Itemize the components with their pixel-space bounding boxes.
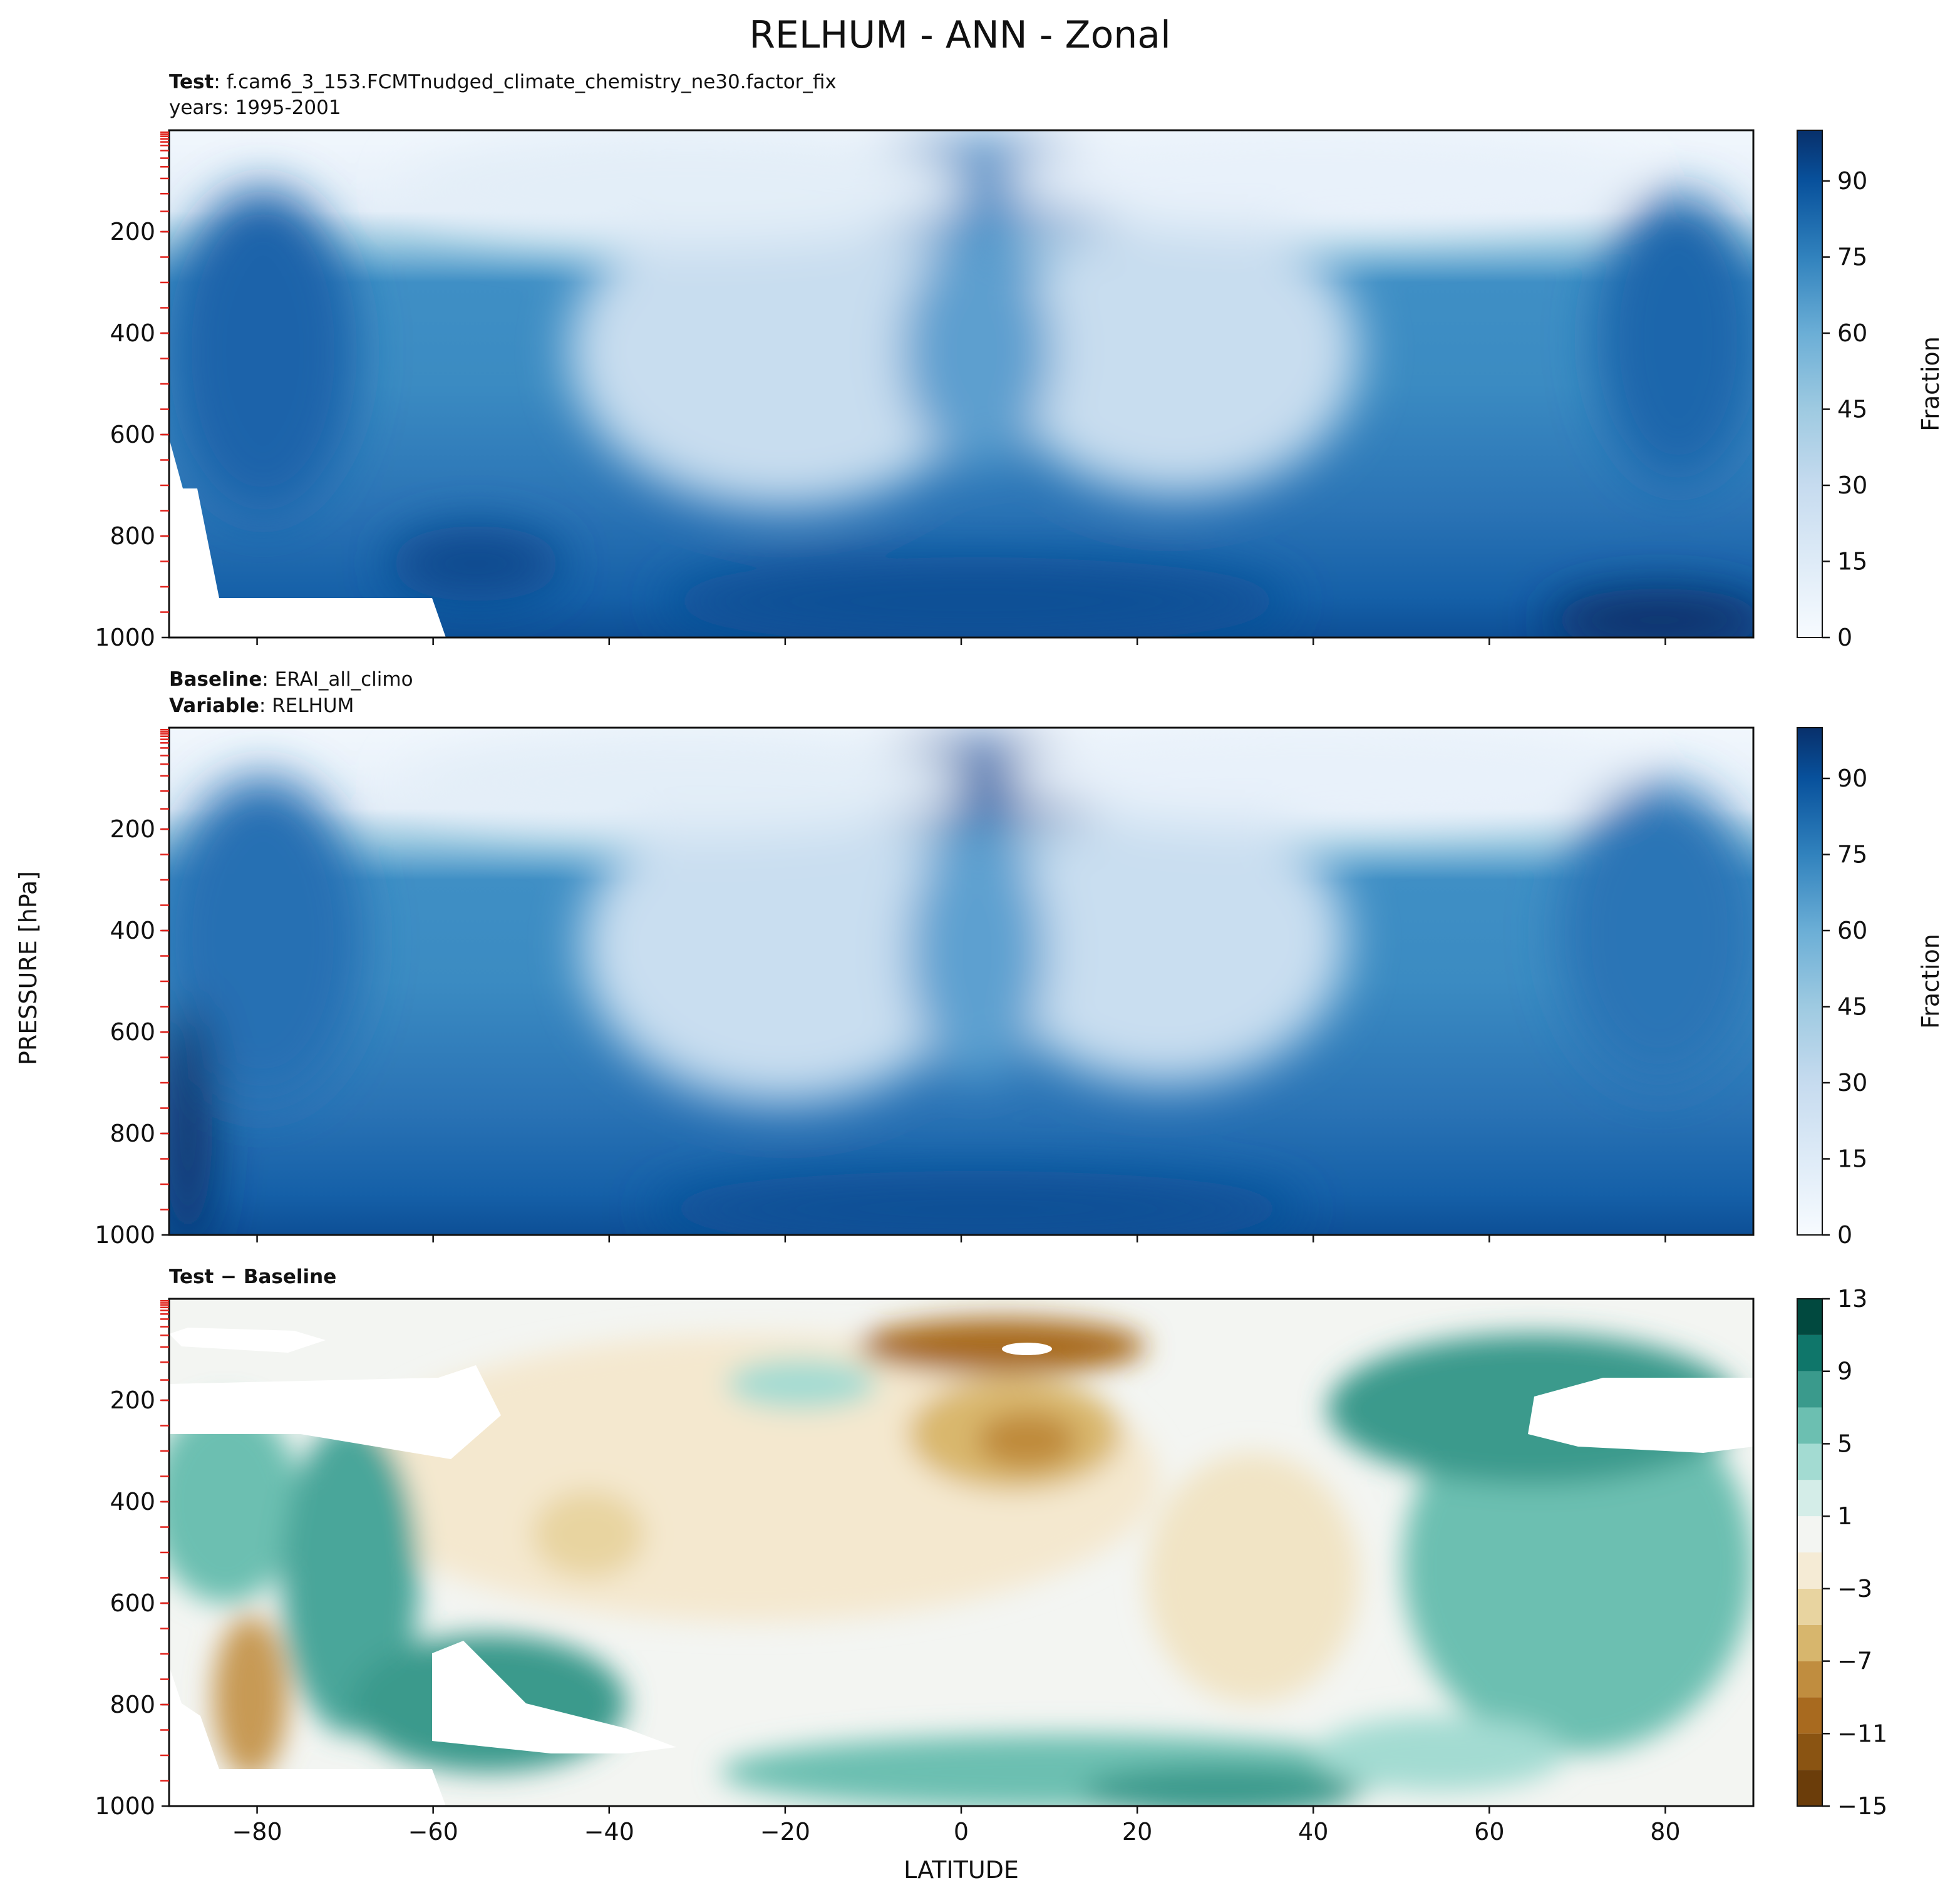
difference-header: Test − Baseline bbox=[169, 1266, 336, 1288]
panel-baseline: Baseline: ERAI_all_climo Variable: RELHU… bbox=[95, 668, 1944, 1249]
colorbar-tick-label: 15 bbox=[1837, 548, 1867, 576]
difference-colorbar-level bbox=[1797, 1770, 1822, 1806]
difference-colorbar-level bbox=[1797, 1371, 1822, 1408]
baseline-variable-label: Variable bbox=[169, 694, 259, 717]
difference-colorbar-tick-label: −7 bbox=[1837, 1648, 1872, 1675]
difference-y-tick-label: 400 bbox=[110, 1488, 155, 1515]
difference-colorbar-level bbox=[1797, 1407, 1822, 1444]
colorbar-tick-label: 60 bbox=[1837, 917, 1867, 944]
test-header-line1: Test: f.cam6_3_153.FCMTnudged_climate_ch… bbox=[169, 71, 837, 93]
difference-axis-ticks: −80 −60 −40 −20 0 20 40 60 80 200 400 600 800 1000 bbox=[95, 1299, 1681, 1846]
test-colorbar-gradient bbox=[1797, 130, 1823, 638]
test-colorbar: 0 15 30 45 60 75 90 Fraction bbox=[1797, 130, 1944, 651]
difference-colorbar-tick-label: 13 bbox=[1837, 1285, 1867, 1313]
difference-colorbar-level bbox=[1797, 1588, 1822, 1625]
difference-colorbar-tick-label: −15 bbox=[1837, 1792, 1887, 1820]
baseline-contour-field bbox=[169, 728, 1753, 1235]
difference-y-tick-label: 200 bbox=[110, 1386, 155, 1414]
difference-x-tick-label: −80 bbox=[232, 1818, 282, 1846]
difference-x-tick-label: 80 bbox=[1650, 1818, 1680, 1846]
test-header-case: : f.cam6_3_153.FCMTnudged_climate_chemis… bbox=[214, 71, 836, 93]
difference-colorbar-level bbox=[1797, 1661, 1822, 1698]
difference-y-tick-label: 600 bbox=[110, 1589, 155, 1617]
difference-colorbar-level bbox=[1797, 1697, 1822, 1734]
difference-colorbar-level bbox=[1797, 1443, 1822, 1480]
colorbar-tick-label: 90 bbox=[1837, 167, 1867, 195]
test-y-tick-label: 800 bbox=[110, 522, 155, 550]
difference-colorbar-level bbox=[1797, 1516, 1822, 1552]
test-y-tick-label: 600 bbox=[110, 421, 155, 448]
baseline-axis-ticks: 200 400 600 800 1000 bbox=[95, 728, 1666, 1249]
colorbar-tick-label: 75 bbox=[1837, 841, 1867, 869]
baseline-colorbar-label: Fraction bbox=[1917, 934, 1944, 1029]
difference-colorbar-level bbox=[1797, 1624, 1822, 1661]
difference-colorbar-frame bbox=[1797, 1298, 1823, 1807]
test-colorbar-label: Fraction bbox=[1917, 336, 1944, 431]
difference-colorbar-level bbox=[1797, 1299, 1822, 1335]
colorbar-tick-label: 45 bbox=[1837, 993, 1867, 1021]
colorbar-tick-label: 15 bbox=[1837, 1145, 1867, 1173]
baseline-y-tick-label: 1000 bbox=[95, 1221, 155, 1249]
difference-colorbar-tick-label: −3 bbox=[1837, 1575, 1872, 1603]
baseline-colorbar: 0 15 30 45 60 75 90 Fraction bbox=[1797, 727, 1944, 1249]
difference-x-tick-label: 0 bbox=[954, 1818, 969, 1846]
test-y-tick-label: 1000 bbox=[95, 624, 155, 651]
difference-colorbar-levels bbox=[1797, 1299, 1822, 1806]
difference-x-tick-label: −20 bbox=[760, 1818, 810, 1846]
colorbar-tick-label: 60 bbox=[1837, 319, 1867, 347]
panel-difference: Test − Baseline bbox=[95, 1266, 1887, 1846]
difference-x-tick-label: 40 bbox=[1298, 1818, 1328, 1846]
test-contour-field bbox=[169, 130, 1753, 638]
colorbar-tick-label: 45 bbox=[1837, 396, 1867, 423]
difference-colorbar: −15 −11 −7 −3 1 5 9 13 bbox=[1797, 1285, 1887, 1820]
baseline-header-line2: Variable: RELHUM bbox=[169, 694, 354, 717]
difference-colorbar-tick-label: 1 bbox=[1837, 1502, 1852, 1530]
baseline-colorbar-gradient bbox=[1797, 727, 1823, 1236]
difference-colorbar-level bbox=[1797, 1335, 1822, 1371]
baseline-y-tick-label: 600 bbox=[110, 1018, 155, 1046]
baseline-y-tick-label: 200 bbox=[110, 815, 155, 843]
baseline-header-label: Baseline bbox=[169, 668, 262, 691]
difference-x-tick-label: −40 bbox=[584, 1818, 634, 1846]
baseline-y-tick-label: 400 bbox=[110, 917, 155, 944]
difference-y-tick-label: 1000 bbox=[95, 1792, 155, 1820]
colorbar-tick-label: 0 bbox=[1837, 1221, 1852, 1249]
y-axis-label: PRESSURE [hPa] bbox=[14, 871, 42, 1065]
x-axis-label: LATITUDE bbox=[904, 1856, 1019, 1884]
baseline-y-tick-label: 800 bbox=[110, 1120, 155, 1147]
test-header-years: years: 1995-2001 bbox=[169, 96, 341, 119]
colorbar-tick-label: 30 bbox=[1837, 472, 1867, 499]
baseline-variable-name: : RELHUM bbox=[259, 694, 354, 717]
difference-contour-field bbox=[169, 1299, 1753, 1806]
test-y-tick-label: 200 bbox=[110, 218, 155, 245]
baseline-header-dataset: : ERAI_all_climo bbox=[262, 668, 413, 691]
difference-colorbar-tick-label: 9 bbox=[1837, 1358, 1852, 1385]
baseline-header-line1: Baseline: ERAI_all_climo bbox=[169, 668, 413, 691]
difference-colorbar-level bbox=[1797, 1552, 1822, 1589]
difference-colorbar-tick-label: 5 bbox=[1837, 1430, 1852, 1457]
panel-test: Test: f.cam6_3_153.FCMTnudged_climate_ch… bbox=[95, 71, 1944, 651]
test-axis-ticks: 200 400 600 800 1000 bbox=[95, 131, 1666, 651]
colorbar-tick-label: 90 bbox=[1837, 765, 1867, 792]
colorbar-tick-label: 0 bbox=[1837, 624, 1852, 651]
difference-x-tick-label: 20 bbox=[1122, 1818, 1152, 1846]
difference-y-tick-label: 800 bbox=[110, 1691, 155, 1718]
difference-colorbar-level bbox=[1797, 1733, 1822, 1770]
figure-title: RELHUM - ANN - Zonal bbox=[749, 13, 1171, 57]
difference-x-tick-label: −60 bbox=[408, 1818, 458, 1846]
test-header-label: Test bbox=[169, 71, 214, 93]
difference-colorbar-level bbox=[1797, 1480, 1822, 1517]
difference-colorbar-tick-label: −11 bbox=[1837, 1720, 1887, 1747]
test-y-tick-label: 400 bbox=[110, 319, 155, 347]
colorbar-tick-label: 75 bbox=[1837, 244, 1867, 271]
colorbar-tick-label: 30 bbox=[1837, 1069, 1867, 1097]
difference-x-tick-label: 60 bbox=[1474, 1818, 1504, 1846]
